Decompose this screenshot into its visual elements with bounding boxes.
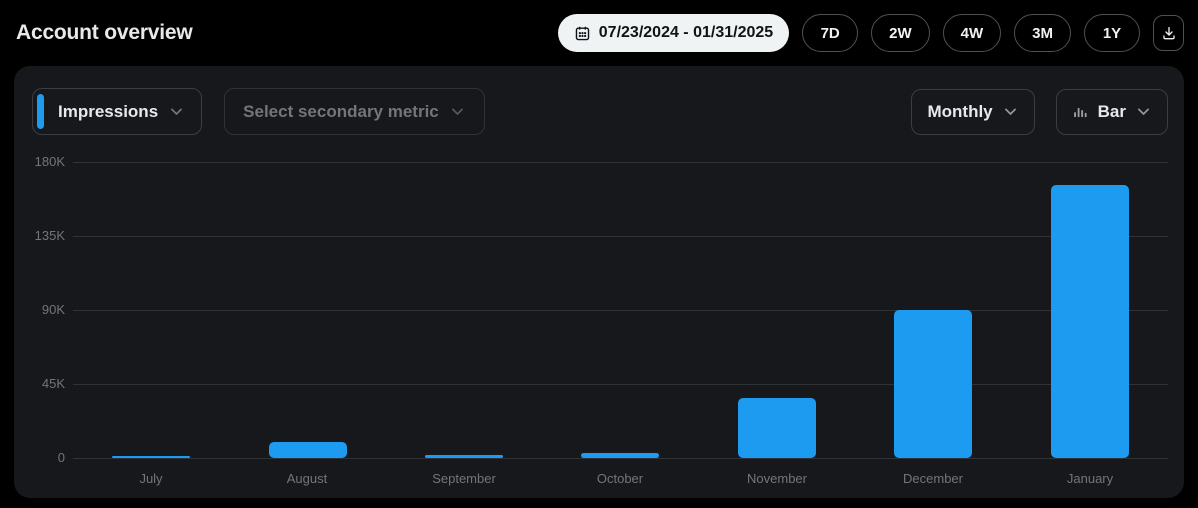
interval-dropdown[interactable]: Monthly [911, 88, 1035, 135]
chart-controls: Impressions Select secondary metric Mont… [32, 88, 1168, 135]
bar-august[interactable] [269, 442, 347, 458]
x-tick-label: January [1066, 471, 1114, 486]
y-tick-label: 0 [57, 450, 65, 465]
secondary-metric-dropdown[interactable]: Select secondary metric [224, 88, 485, 135]
gridline [73, 458, 1168, 459]
x-tick-label: July [139, 471, 163, 486]
y-tick-label: 90K [41, 302, 65, 317]
bar-january[interactable] [1051, 185, 1129, 458]
plot-area: July August September October November Decemb… [73, 162, 1168, 486]
range-button-1y[interactable]: 1Y [1084, 14, 1140, 52]
bar-july[interactable] [112, 456, 190, 458]
gridline [73, 236, 1168, 237]
interval-label: Monthly [927, 101, 993, 121]
range-button-3m[interactable]: 3M [1014, 14, 1071, 52]
primary-metric-dropdown[interactable]: Impressions [32, 88, 203, 135]
x-tick-label: November [747, 471, 807, 486]
chevron-down-icon [449, 103, 466, 120]
gridline [73, 162, 1168, 163]
chevron-down-icon [1002, 103, 1019, 120]
page-title: Account overview [16, 21, 193, 44]
account-overview-card: Impressions Select secondary metric Mont… [14, 66, 1184, 498]
calendar-icon [574, 25, 591, 42]
header: Account overview 07/23/2024 - 01/31/2025… [0, 0, 1198, 66]
download-button[interactable] [1153, 15, 1184, 51]
x-tick-label: December [903, 471, 963, 486]
primary-metric-label: Impressions [58, 101, 159, 121]
chevron-down-icon [168, 103, 185, 120]
metric-accent-bar [37, 94, 44, 129]
date-range-label: 07/23/2024 - 01/31/2025 [598, 24, 774, 41]
chart-display-controls: Monthly Bar [911, 88, 1168, 135]
y-axis-labels: 180K 135K 90K 45K 0 [14, 154, 65, 465]
bar-september[interactable] [425, 455, 503, 458]
bar-november[interactable] [738, 398, 816, 458]
chart-type-label: Bar [1097, 101, 1126, 121]
y-tick-label: 135K [34, 228, 65, 243]
x-tick-label: October [596, 471, 644, 486]
chevron-down-icon [1135, 103, 1152, 120]
y-tick-label: 45K [41, 376, 65, 391]
bar-december[interactable] [894, 310, 972, 458]
date-range-button[interactable]: 07/23/2024 - 01/31/2025 [557, 14, 790, 52]
header-actions: 07/23/2024 - 01/31/2025 7D 2W 4W 3M 1Y [557, 14, 1184, 52]
secondary-metric-placeholder: Select secondary metric [243, 101, 439, 121]
bar-chart-icon [1072, 103, 1089, 120]
gridline [73, 310, 1168, 311]
bar-october[interactable] [581, 453, 659, 458]
gridline [73, 384, 1168, 385]
range-button-4w[interactable]: 4W [942, 14, 1002, 52]
download-icon [1161, 25, 1177, 41]
x-tick-label: September [432, 471, 496, 486]
x-tick-label: August [286, 471, 328, 486]
chart-type-dropdown[interactable]: Bar [1055, 88, 1168, 135]
range-button-2w[interactable]: 2W [871, 14, 930, 52]
y-tick-label: 180K [34, 154, 65, 169]
range-button-7d[interactable]: 7D [802, 14, 859, 52]
